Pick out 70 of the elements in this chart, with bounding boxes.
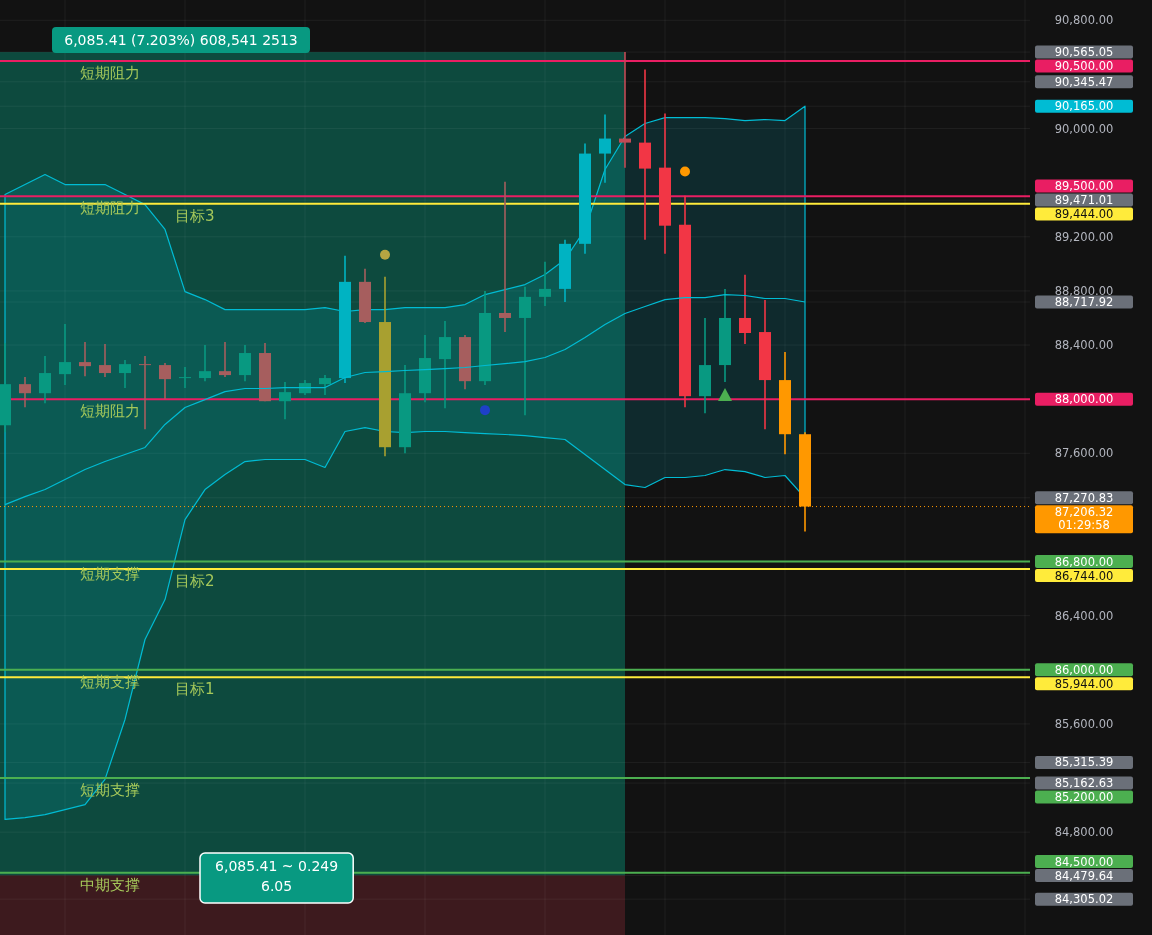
ref-line-label: 85,944.00 (1054, 676, 1114, 691)
y-tick-label: 85,600.00 (1054, 716, 1114, 731)
annotation: 6,085.41 ~ 0.249 (215, 858, 339, 874)
candlestick (179, 366, 191, 389)
candlestick (59, 323, 71, 386)
candlestick (139, 355, 151, 431)
ref-line-label: 86,000.00 (1054, 662, 1114, 677)
candlestick (199, 344, 211, 382)
candlestick (739, 274, 751, 345)
annotation: 中期支撑 (80, 875, 140, 894)
y-tick-label: 88,800.00 (1054, 283, 1114, 298)
y-tick-label: 87,600.00 (1054, 446, 1114, 461)
y-tick-label: 90,565.05 (1054, 45, 1114, 60)
text: 01:29:58 (1058, 517, 1110, 532)
ref-line-label: 87,206.32 (1054, 504, 1114, 519)
annotation: 短期支撑 (80, 781, 140, 800)
ref-line-label: 86,800.00 (1054, 554, 1114, 569)
candlestick (499, 180, 511, 333)
y-tick-label: 84,479.64 (1054, 868, 1114, 883)
annotation: 短期阻力 (80, 199, 140, 218)
candlestick (159, 362, 171, 400)
y-tick-label: 85,162.63 (1054, 776, 1114, 791)
y-tick-label: 90,345.47 (1054, 74, 1114, 89)
y-tick-label: 90,800.00 (1054, 13, 1114, 28)
annotation: 目标1 (175, 680, 215, 699)
ref-line-label: 89,500.00 (1054, 179, 1114, 194)
candlestick (239, 344, 251, 382)
annotation: 短期阻力 (80, 63, 140, 82)
y-tick-label: 84,800.00 (1054, 825, 1114, 840)
candlestick (439, 320, 451, 410)
candlestick (79, 341, 91, 377)
candlestick (519, 286, 531, 417)
annotation: 6,085.41 (7.203%) 608,541 2513 (64, 32, 298, 48)
candlestick (319, 374, 331, 396)
y-tick-label: 86,400.00 (1054, 608, 1114, 623)
line-series (4, 293, 806, 506)
ref-line-label: 84,500.00 (1054, 854, 1114, 869)
candlestick (39, 355, 51, 405)
y-tick-label: 90,000.00 (1054, 121, 1114, 136)
ref-line-label: 90,500.00 (1054, 59, 1114, 74)
point (380, 249, 390, 260)
annotation: 目标3 (175, 206, 215, 225)
y-tick-label: 84,305.02 (1054, 892, 1114, 907)
candlestick (599, 113, 611, 184)
ref-line-label: 86,744.00 (1054, 568, 1114, 583)
candlestick (19, 376, 31, 408)
point (680, 166, 690, 177)
y-tick-label: 88,717.92 (1054, 295, 1114, 310)
candlestick (619, 51, 631, 169)
annotation: 目标2 (175, 572, 215, 591)
y-tick-label: 87,270.83 (1054, 490, 1114, 505)
y-tick-label: 89,200.00 (1054, 229, 1114, 244)
y-tick-label: 85,315.39 (1054, 755, 1114, 770)
candlestick (539, 261, 551, 307)
point (480, 405, 490, 416)
ref-line-label: 89,444.00 (1054, 207, 1114, 222)
candlestick (119, 359, 131, 389)
point (718, 388, 732, 402)
candlestick (99, 343, 111, 378)
annotation: 短期支撑 (80, 564, 140, 583)
annotation: 6.05 (261, 878, 293, 894)
annotation: 短期阻力 (80, 402, 140, 421)
candlestick (279, 381, 291, 420)
y-tick-label: 89,471.01 (1054, 193, 1114, 208)
ref-line-label: 88,000.00 (1054, 392, 1114, 407)
y-tick-label: 90,165.00 (1054, 99, 1114, 114)
candlestick (219, 341, 231, 378)
y-tick-label: 88,400.00 (1054, 338, 1114, 353)
ref-line-label: 85,200.00 (1054, 790, 1114, 805)
annotation: 短期支撑 (80, 672, 140, 691)
